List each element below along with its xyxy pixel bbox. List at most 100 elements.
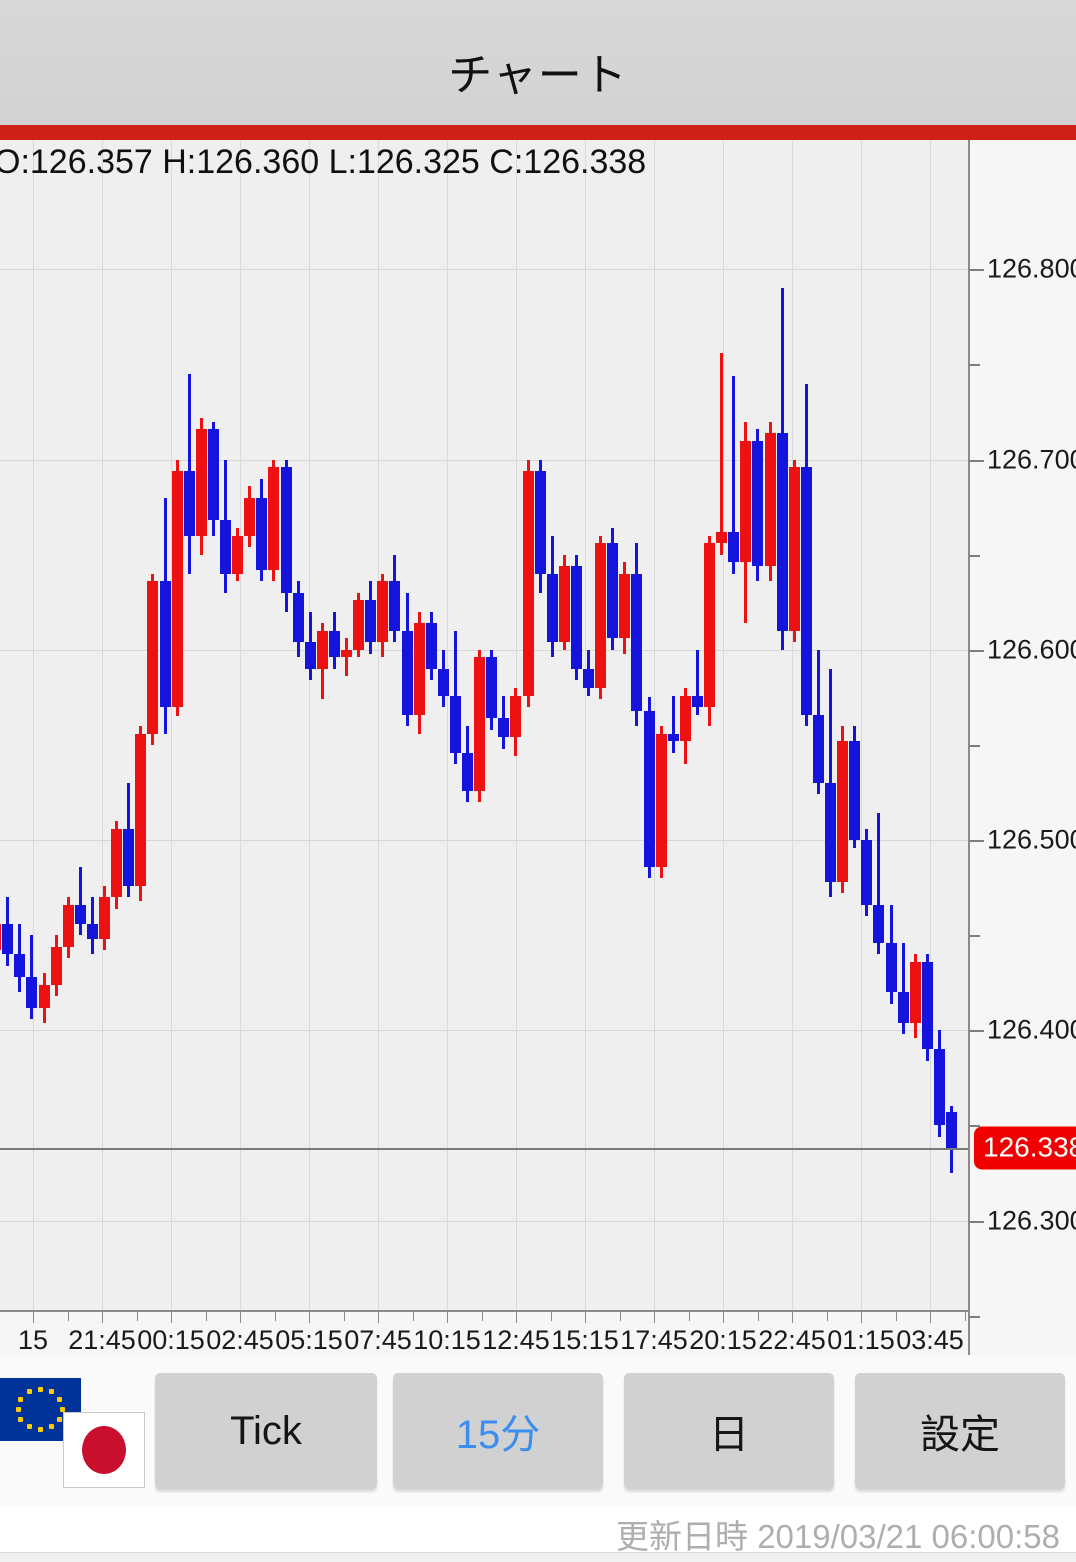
- candle-body: [546, 573, 558, 643]
- candle-body: [691, 695, 703, 707]
- candle-body: [425, 623, 437, 669]
- time-tick-minor: [136, 1312, 138, 1321]
- time-tick: [723, 1312, 724, 1323]
- eu-star-icon: [37, 1386, 43, 1392]
- candle-body: [679, 695, 691, 742]
- candle-body: [812, 714, 824, 784]
- price-tick-label: 126.300: [987, 1205, 1076, 1236]
- time-tick-minor: [757, 1312, 759, 1321]
- current-price-badge: 126.338: [974, 1126, 1076, 1170]
- grid-line-vertical: [930, 140, 931, 1310]
- timeframe-daily-button[interactable]: 日: [624, 1373, 834, 1489]
- candle-body: [728, 531, 740, 563]
- price-tick-label: 126.400: [987, 1014, 1076, 1045]
- time-tick: [654, 1312, 655, 1323]
- time-tick-label: 03:45: [896, 1325, 964, 1355]
- grid-line-vertical: [240, 140, 241, 1310]
- time-tick-label: 07:45: [344, 1325, 412, 1355]
- time-tick-label: 05:15: [275, 1325, 343, 1355]
- grid-line-horizontal: [0, 649, 968, 651]
- candle-body: [800, 467, 812, 715]
- candle-body: [0, 923, 2, 951]
- grid-line-horizontal: [0, 840, 968, 842]
- price-tick-minor: [970, 364, 980, 367]
- tick-button[interactable]: Tick: [155, 1373, 377, 1489]
- last-updated-label: 更新日時: [616, 1518, 749, 1555]
- price-tick-minor: [970, 1315, 980, 1318]
- candle-body: [99, 897, 110, 939]
- price-tick-label: 126.600: [987, 634, 1076, 665]
- time-tick: [516, 1312, 517, 1323]
- candle-wick: [671, 695, 675, 753]
- time-tick-minor: [67, 1312, 69, 1321]
- candle-wick: [78, 866, 82, 936]
- price-tick-minor: [970, 1125, 980, 1128]
- time-tick-minor: [274, 1312, 276, 1321]
- candle-body: [316, 630, 328, 669]
- eu-star-icon: [48, 1389, 54, 1395]
- time-tick-minor: [688, 1312, 690, 1321]
- time-axis: 15 21:45 00:15 02:45 05:15 07:45 10:15 12:45 15:…: [0, 1310, 968, 1355]
- candle-body: [704, 543, 715, 707]
- eu-star-icon: [37, 1426, 43, 1432]
- candle-body: [244, 497, 256, 536]
- chart-container[interactable]: O:126.357 H:126.360 L:126.325 C:126.338 …: [0, 140, 1076, 1355]
- grid-line-horizontal: [0, 459, 968, 461]
- time-tick-minor: [619, 1312, 621, 1321]
- candle-body: [752, 440, 764, 567]
- candle-body: [570, 566, 582, 669]
- candle-body: [861, 840, 873, 905]
- currency-pair-flags[interactable]: [0, 1375, 150, 1493]
- candle-body: [776, 432, 788, 631]
- candle-body: [716, 531, 728, 544]
- settings-button[interactable]: 設定: [855, 1373, 1065, 1489]
- candle-body: [2, 923, 14, 955]
- price-tick-minor: [970, 744, 980, 747]
- time-tick: [33, 1312, 34, 1323]
- price-tick-major: [970, 459, 984, 462]
- candle-body: [449, 695, 461, 753]
- time-tick: [792, 1312, 793, 1323]
- time-tick: [447, 1312, 448, 1323]
- accent-divider: [0, 125, 1076, 140]
- candle-body: [474, 657, 486, 791]
- grid-line-vertical: [585, 140, 586, 1310]
- time-tick-minor: [205, 1312, 207, 1321]
- candle-body: [873, 904, 885, 943]
- candle-body: [667, 733, 679, 742]
- candle-wick: [345, 638, 348, 677]
- eu-star-icon: [18, 1416, 24, 1422]
- time-tick-label: 12:45: [482, 1325, 550, 1355]
- candlestick-plot[interactable]: O:126.357 H:126.360 L:126.325 C:126.338: [0, 140, 968, 1310]
- title-bar: チャート: [0, 0, 1076, 125]
- candle-body: [595, 543, 607, 688]
- candle-body: [534, 471, 546, 574]
- candle-body: [933, 1049, 945, 1126]
- candle-body: [256, 497, 268, 570]
- ohlc-readout: O:126.357 H:126.360 L:126.325 C:126.338: [0, 143, 647, 181]
- candle-body: [897, 992, 909, 1023]
- price-tick-minor: [970, 935, 980, 938]
- grid-line-vertical: [309, 140, 310, 1310]
- timeframe-15min-button[interactable]: 15分: [393, 1373, 603, 1489]
- candle-body: [740, 440, 752, 563]
- candle-body: [74, 904, 86, 924]
- candle-wick: [720, 353, 724, 555]
- grid-line-horizontal: [0, 269, 968, 271]
- price-tick-major: [970, 269, 984, 272]
- candle-body: [607, 543, 619, 639]
- bottom-toolbar: Tick 15分日設定: [0, 1355, 1076, 1505]
- candle-body: [353, 600, 365, 650]
- price-axis: 126.800 126.700 126.600 126.500 126.400 126.3…: [968, 140, 1076, 1355]
- candle-body: [280, 467, 292, 593]
- candle-body: [159, 581, 171, 707]
- time-tick-minor: [895, 1312, 897, 1321]
- grid-line-vertical: [792, 140, 793, 1310]
- grid-line-vertical: [102, 140, 103, 1310]
- candle-body: [135, 733, 147, 886]
- candle-body: [643, 710, 655, 867]
- grid-line-vertical: [171, 140, 172, 1310]
- time-tick: [378, 1312, 379, 1323]
- candle-body: [50, 946, 62, 985]
- eu-star-icon: [15, 1406, 21, 1412]
